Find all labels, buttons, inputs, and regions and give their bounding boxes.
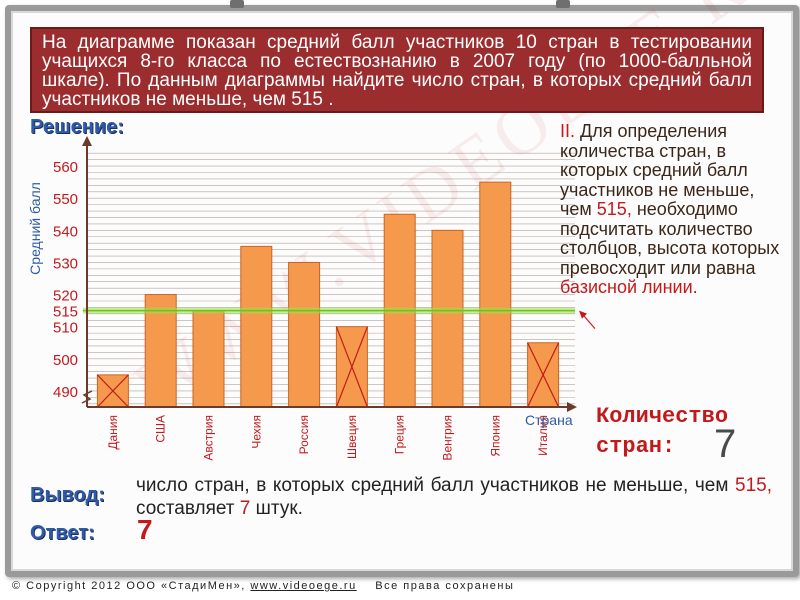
side-note: II. Для определения количества стран, в … xyxy=(560,121,780,298)
y-tick-label: 500 xyxy=(53,352,78,369)
conclusion-heading: Вывод: xyxy=(30,484,105,506)
frame-clip-left xyxy=(230,0,244,8)
side-note-part1: Для определения количества стран, в кото… xyxy=(560,121,755,219)
conclusion-part3: штук. xyxy=(255,498,303,519)
y-tick-label: 510 xyxy=(53,320,78,337)
conclusion-count: 7 xyxy=(239,498,251,519)
x-category-label: Австрия xyxy=(202,415,216,461)
x-category-label: Швеция xyxy=(345,415,359,459)
side-note-value: 515, xyxy=(596,199,632,219)
conclusion-text: число стран, в которых средний балл учас… xyxy=(136,474,772,520)
count-label-line2: стран: xyxy=(596,434,676,459)
x-category-label: Дания xyxy=(106,415,120,450)
problem-text: На диаграмме показан средний балл участн… xyxy=(42,32,752,110)
x-category-label: Россия xyxy=(297,415,311,454)
x-category-label: США xyxy=(154,415,168,443)
bar-cross-mark xyxy=(96,374,129,408)
solution-heading: Решение: xyxy=(30,116,124,138)
bar xyxy=(431,229,464,408)
y-tick-label: 490 xyxy=(53,384,78,401)
bar xyxy=(192,310,225,408)
footer-rights: Все права сохранены xyxy=(375,580,515,592)
answer-heading: Ответ: xyxy=(30,522,95,544)
answer-value: 7 xyxy=(137,514,153,545)
count-label-line1: Количество xyxy=(596,404,729,429)
bar xyxy=(479,181,512,408)
x-axis-arrow xyxy=(567,402,577,412)
x-category-label: Италия xyxy=(536,415,550,456)
count-value: 7 xyxy=(714,422,737,466)
side-note-part2: необходимо подсчитать количество столбцо… xyxy=(560,199,780,278)
axis-break-mark xyxy=(81,390,93,404)
bar xyxy=(240,245,273,408)
y-tick-label: 560 xyxy=(53,159,78,176)
x-category-label: Греция xyxy=(393,415,407,454)
y-tick-label: 530 xyxy=(53,255,78,272)
footer: © Copyright 2012 ООО «СтадиМен», www.vid… xyxy=(12,580,514,592)
count-label: Количество стран: xyxy=(596,402,728,462)
problem-statement: На диаграмме показан средний балл участн… xyxy=(30,27,764,113)
y-tick-label: 520 xyxy=(53,288,78,305)
x-axis-label: Страна xyxy=(525,412,573,428)
conclusion-value: 515, xyxy=(735,475,772,496)
conclusion-part1: число стран, в которых средний балл учас… xyxy=(136,475,729,496)
pointer-arrow-head xyxy=(579,310,587,319)
side-note-part3: базисной линии. xyxy=(560,277,698,297)
baseline-label: 515 xyxy=(53,304,78,321)
footer-copyright: © Copyright 2012 ООО «СтадиМен», xyxy=(12,580,246,592)
bar xyxy=(288,261,321,408)
y-axis-arrow xyxy=(82,136,92,146)
x-category-label: Чехия xyxy=(249,415,263,449)
frame-clip-right xyxy=(556,0,570,8)
footer-link[interactable]: www.videoege.ru xyxy=(250,580,357,592)
conclusion-part2: составляет xyxy=(136,498,235,519)
x-category-label: Япония xyxy=(488,415,502,457)
y-tick-label: 550 xyxy=(53,191,78,208)
side-note-marker: II. xyxy=(560,121,576,141)
y-tick-label: 540 xyxy=(53,223,78,240)
y-axis-label: Средний балл xyxy=(27,182,43,275)
bar-cross-mark xyxy=(335,326,368,408)
x-category-label: Венгрия xyxy=(441,415,455,461)
bar-cross-mark xyxy=(527,342,560,408)
